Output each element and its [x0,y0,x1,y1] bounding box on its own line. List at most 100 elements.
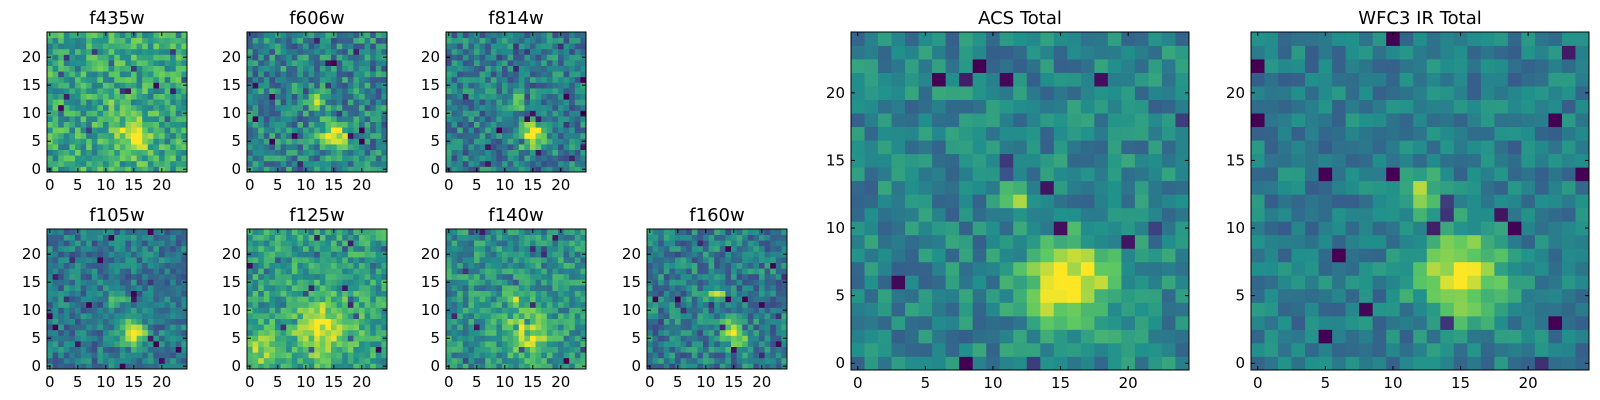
heatmap-cell [375,127,382,134]
heatmap-cell [103,160,109,167]
heatmap-cell [181,99,188,106]
heatmap-cell [153,296,160,303]
heatmap-cell [275,88,281,94]
heatmap-cell [347,329,354,336]
heatmap-cell [314,357,321,364]
heatmap-cell [353,318,360,325]
heatmap-cell [319,149,326,156]
heatmap-cell [558,296,564,303]
heatmap-cell [164,127,171,134]
heatmap-cell [269,144,276,150]
heatmap-cell [552,318,559,325]
heatmap-cell [375,65,382,72]
heatmap-cell [530,313,536,319]
x-tick-label: 20 [152,373,171,391]
heatmap-cell [308,329,315,336]
heatmap-cell [574,116,581,122]
heatmap-cell [552,160,559,167]
heatmap-cell [736,329,743,336]
heatmap-cell [513,71,520,78]
heatmap-cell [932,153,947,168]
heatmap-cell [1121,356,1136,371]
heatmap-cell [119,99,126,106]
heatmap-cell [496,307,503,314]
heatmap-cell [91,127,98,134]
heatmap-cell [518,251,525,258]
heatmap-cell [63,296,70,303]
heatmap-cell [546,324,553,331]
x-tick-label: 15 [124,176,143,194]
heatmap-cell [691,229,698,235]
heatmap-cell [675,341,681,347]
heatmap-cell [286,335,293,342]
heatmap-cell [490,357,497,364]
heatmap-cell [753,234,760,241]
heatmap-cell [485,110,492,117]
heatmap-cell [342,155,349,162]
heatmap-cell [86,352,93,359]
heatmap-cell [69,324,76,331]
heatmap-cell [563,104,570,111]
heatmap-cell [552,65,559,72]
heatmap-cell [258,132,265,139]
heatmap-cell [275,245,281,252]
heatmap-cell [331,82,337,89]
heatmap-cell [364,121,371,128]
heatmap-cell [308,132,315,139]
heatmap-cell [524,363,531,370]
heatmap-cell [47,144,53,150]
heatmap-cell [703,313,709,319]
heatmap-cell [513,149,520,156]
heatmap-cell [63,352,70,359]
heatmap-cell [258,318,265,325]
heatmap-cell [675,357,681,364]
heatmap-cell [47,132,53,139]
heatmap-cell [164,313,171,319]
heatmap-cell [175,318,182,325]
heatmap-cell [513,262,520,269]
y-tick-label: 10 [22,104,41,122]
heatmap-cell [336,65,343,72]
heatmap-cell [518,32,525,38]
heatmap-cell [331,341,337,347]
heatmap-cell [474,268,480,275]
heatmap-cell [535,357,542,364]
heatmap-cell [375,352,382,359]
heatmap-cell [103,335,109,342]
heatmap-cell [546,341,553,347]
heatmap-cell [303,104,309,111]
heatmap-cell [153,160,160,167]
heatmap-cell [353,121,360,128]
heatmap-cell [170,110,177,117]
heatmap-cell [658,324,665,331]
heatmap-cell [308,363,315,370]
heatmap-cell [136,99,143,106]
heatmap-cell [314,155,321,162]
heatmap-cell [686,262,693,269]
heatmap-cell [479,88,486,94]
heatmap-cell [457,104,464,111]
heatmap-cell [142,76,149,83]
heatmap-cell [370,268,377,275]
heatmap-cell [359,296,365,303]
heatmap-cell [485,262,492,269]
heatmap-cell [303,116,309,122]
heatmap-cell [474,43,480,50]
heatmap-cell [159,138,165,145]
heatmap-cell [457,279,464,286]
heatmap-cell [462,71,469,78]
heatmap-cell [381,132,388,139]
heatmap-cell [451,54,458,61]
heatmap-cell [80,296,87,303]
heatmap-cell [280,273,287,280]
heatmap-cell [691,296,698,303]
heatmap-cell [507,93,514,100]
heatmap-cell [286,104,293,111]
heatmap-cell [972,234,987,249]
heatmap-cell [1053,329,1068,344]
heatmap-cell [80,279,87,286]
heatmap-cell [142,138,149,145]
heatmap-cell [535,307,542,314]
heatmap-cell [364,318,371,325]
heatmap-cell [474,251,480,258]
